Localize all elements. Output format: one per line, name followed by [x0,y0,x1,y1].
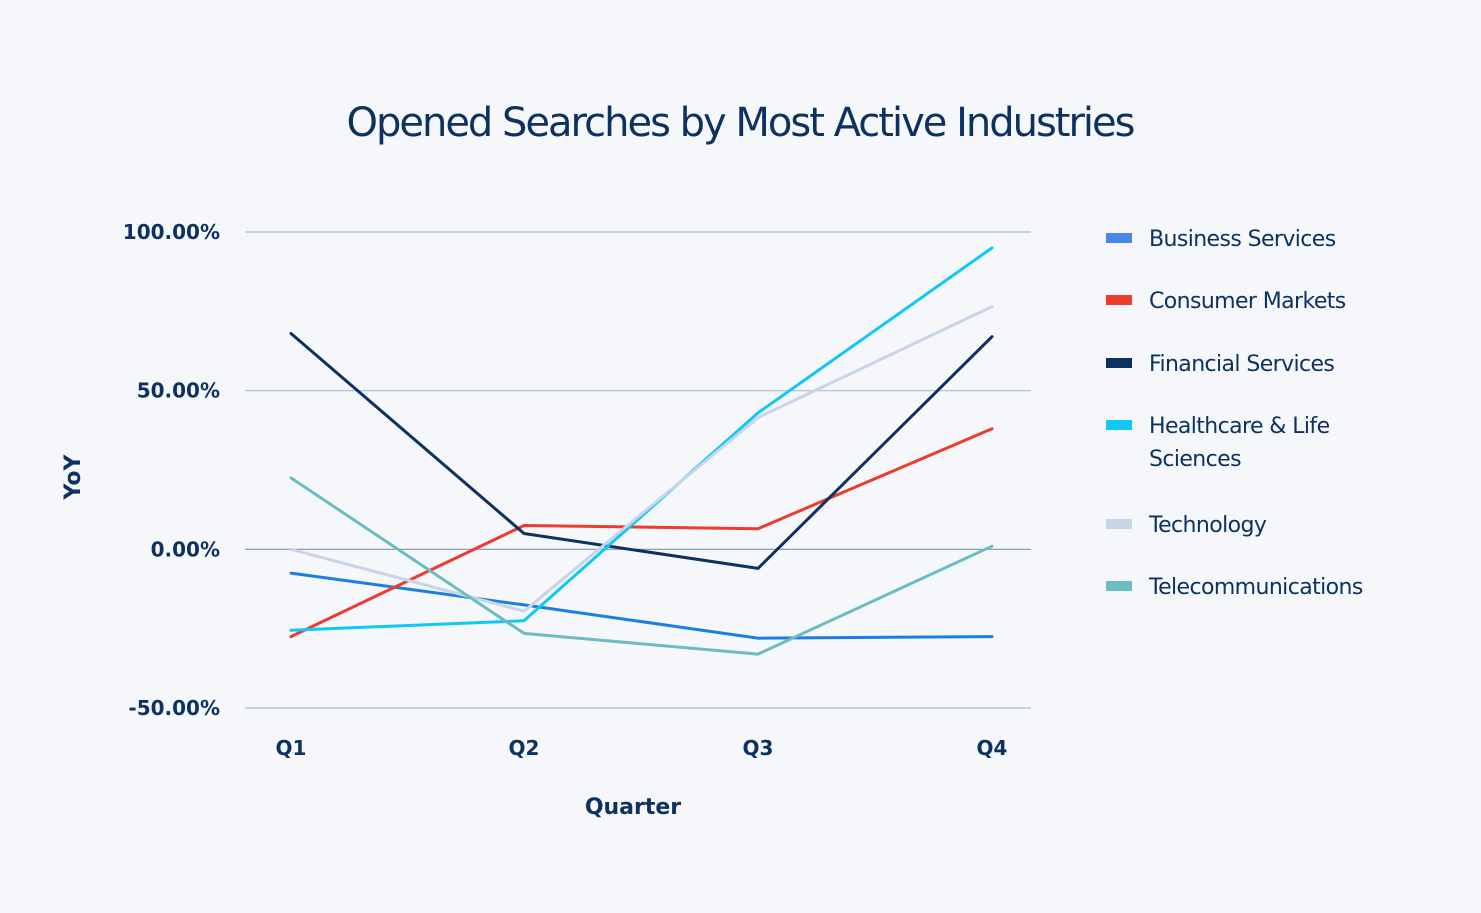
series-line-healthcare-life-sciences [289,246,994,632]
legend-label: Healthcare & Life Sciences [1149,414,1330,472]
legend-label: Business Services [1149,227,1336,252]
y-tick-label: 50.00% [137,379,220,403]
x-tick-label: Q1 [276,736,307,760]
series-line-financial-services [289,332,994,570]
x-tick-label: Q2 [509,736,540,760]
y-axis-ticks: 100.00% 50.00% 0.00% -50.00% [123,220,220,720]
series-line-business-services [289,571,994,640]
legend-swatch [1106,233,1132,243]
y-axis-title: YoY [61,453,86,500]
legend-label: Consumer Markets [1149,289,1346,314]
legend-swatch [1106,581,1132,591]
legend-label: Financial Services [1149,352,1334,377]
x-axis-ticks: Q1 Q2 Q3 Q4 [276,736,1008,760]
legend-label: Technology [1148,513,1267,538]
legend-label: Telecommunications [1148,575,1363,600]
x-tick-label: Q3 [743,736,774,760]
series-line-technology [289,305,994,613]
x-axis-title: Quarter [585,795,681,820]
y-tick-label: 0.00% [151,537,220,561]
series-line-telecommunications [289,476,994,656]
series-lines [289,246,994,656]
y-tick-label: -50.00% [128,696,220,720]
legend: Business Services Consumer Markets Financi… [1106,227,1363,600]
legend-swatch [1106,420,1132,430]
legend-swatch [1106,295,1132,305]
series-line-consumer-markets [289,427,994,639]
chart-title: Opened Searches by Most Active Industrie… [346,100,1133,146]
y-tick-label: 100.00% [123,220,220,244]
legend-swatch [1106,358,1132,368]
legend-swatch [1106,519,1132,529]
x-tick-label: Q4 [977,736,1008,760]
